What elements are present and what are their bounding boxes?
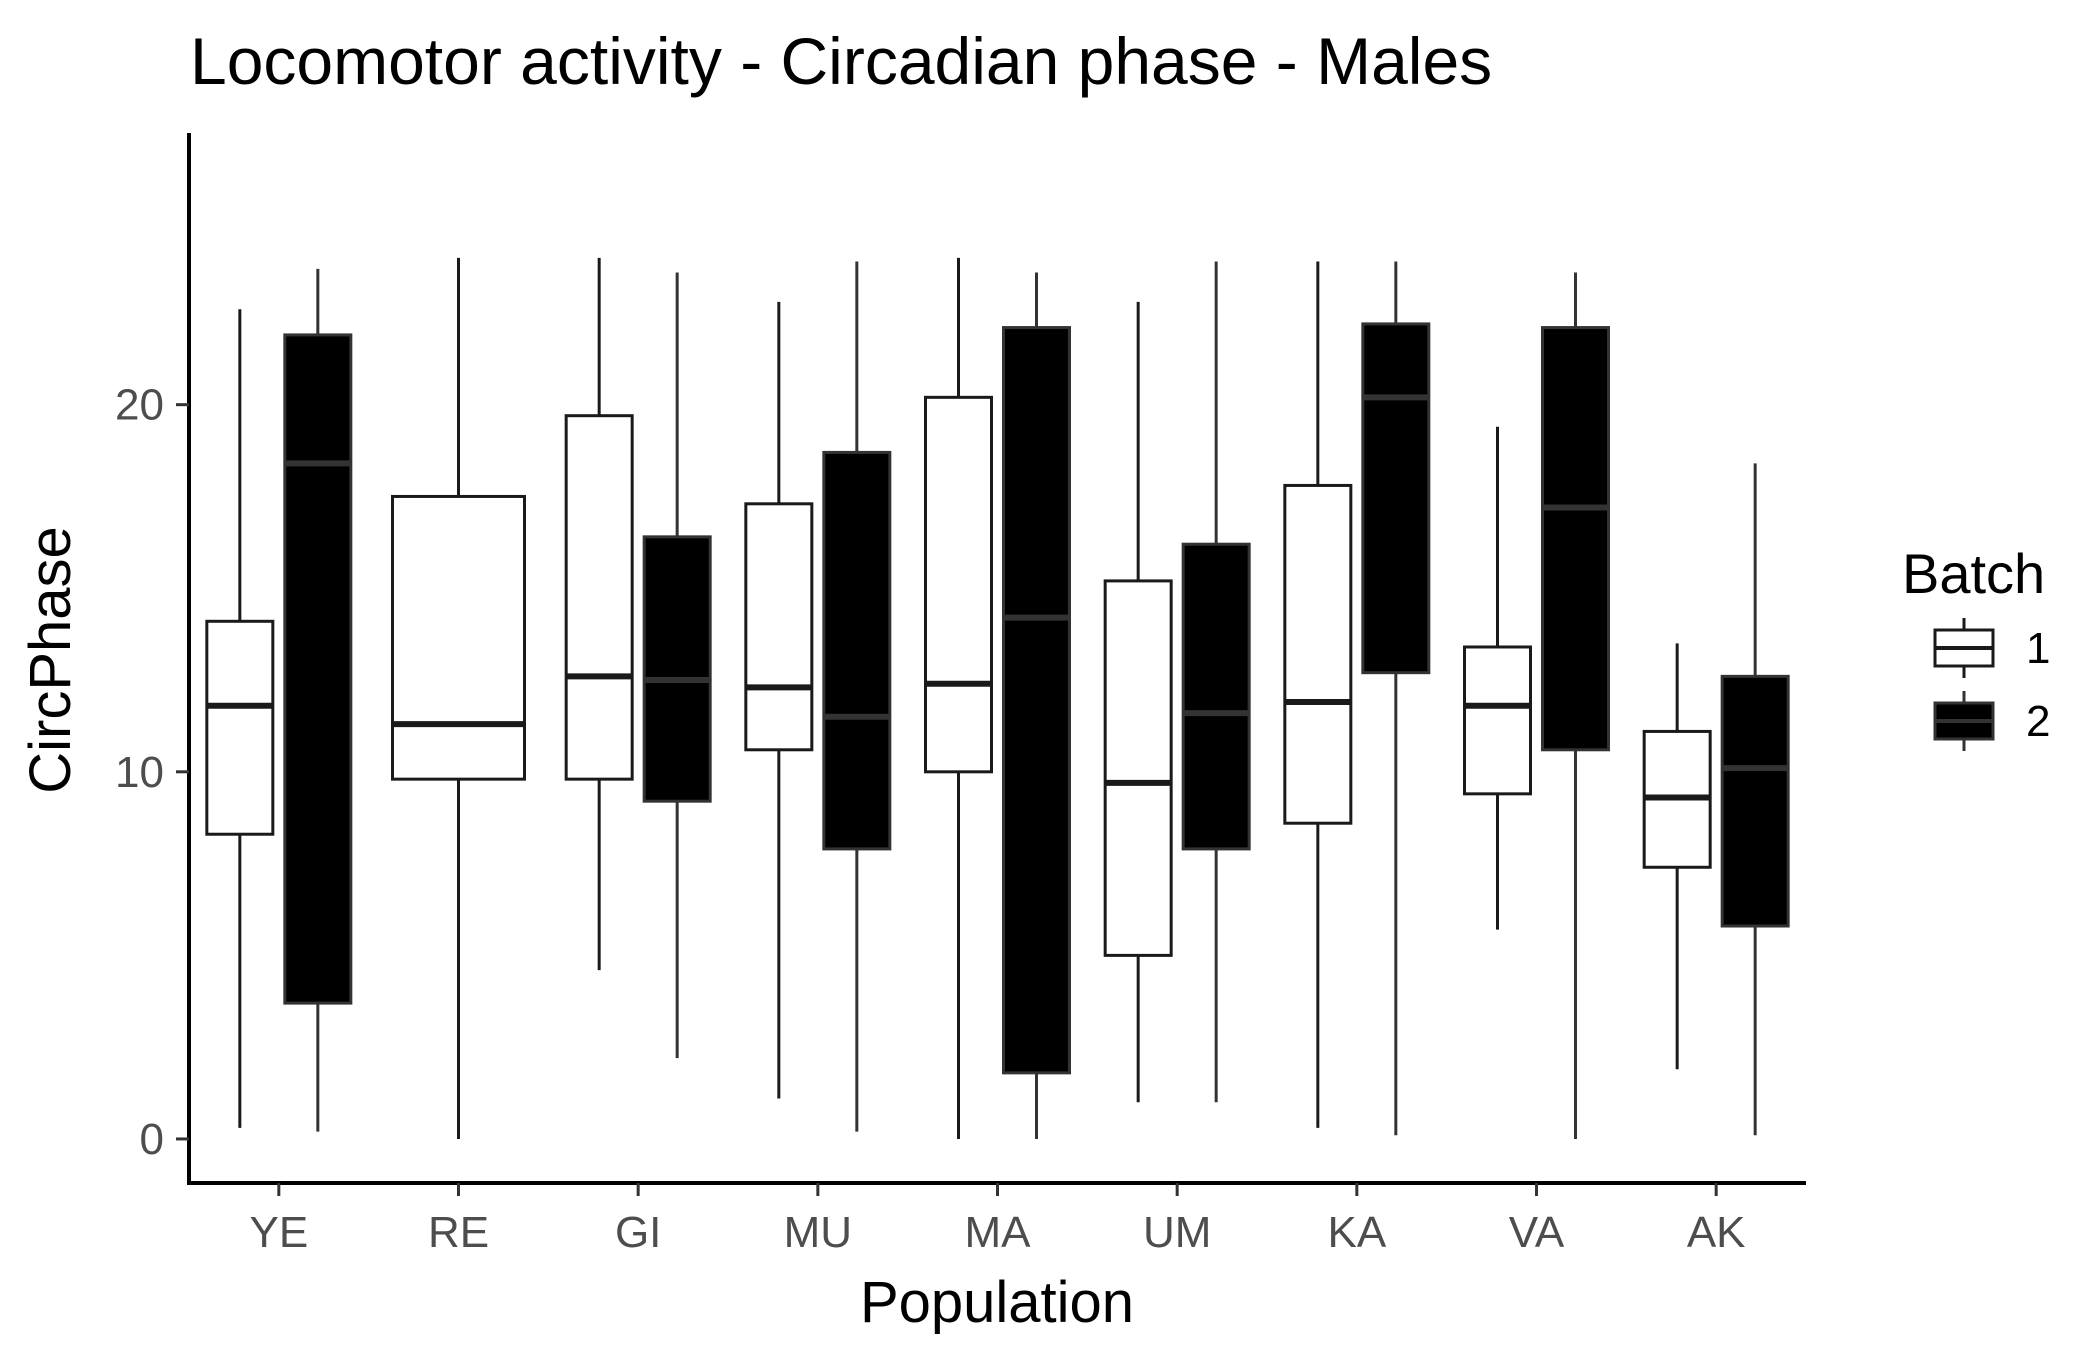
x-tick-label: MU bbox=[784, 1208, 852, 1257]
x-tick-label: VA bbox=[1509, 1208, 1565, 1257]
x-axis-ticks: YE RE GI MU MA UM KA VA AK bbox=[249, 1183, 1746, 1257]
x-tick-label: MA bbox=[965, 1208, 1032, 1257]
box-VA-batch-2 bbox=[1541, 272, 1610, 1139]
x-tick-label: UM bbox=[1143, 1208, 1211, 1257]
box-YE-batch-1 bbox=[205, 309, 275, 1128]
legend-label: 1 bbox=[2026, 624, 2050, 673]
box-iqr bbox=[1541, 326, 1610, 752]
box-iqr bbox=[1103, 579, 1173, 957]
box-YE-batch-2 bbox=[283, 268, 353, 1132]
legend-key-batch-2: 2 bbox=[1933, 691, 2050, 751]
box-UM-batch-2 bbox=[1181, 261, 1251, 1103]
box-iqr bbox=[205, 619, 275, 836]
x-tick-label: KA bbox=[1327, 1208, 1386, 1257]
box-KA-batch-2 bbox=[1361, 261, 1431, 1136]
box-VA-batch-1 bbox=[1463, 426, 1532, 930]
box-iqr bbox=[744, 502, 814, 752]
box-RE-batch-1 bbox=[391, 257, 526, 1139]
box-iqr bbox=[1002, 326, 1071, 1075]
box-AK-batch-1 bbox=[1642, 643, 1712, 1070]
box-iqr bbox=[391, 494, 526, 781]
y-axis-title: CircPhase bbox=[18, 526, 83, 794]
legend-label: 2 bbox=[2026, 697, 2050, 746]
chart-title: Locomotor activity - Circadian phase - M… bbox=[190, 24, 1492, 98]
box-iqr bbox=[924, 395, 993, 774]
plot-area bbox=[205, 257, 1790, 1139]
box-iqr bbox=[1181, 542, 1251, 851]
box-iqr bbox=[1361, 322, 1431, 675]
box-iqr bbox=[1720, 674, 1790, 928]
box-iqr bbox=[642, 535, 712, 803]
box-MU-batch-2 bbox=[822, 261, 892, 1132]
box-iqr bbox=[822, 450, 892, 851]
box-KA-batch-1 bbox=[1283, 261, 1353, 1128]
box-MA-batch-2 bbox=[1002, 272, 1071, 1139]
box-iqr bbox=[1463, 645, 1532, 796]
x-tick-label: YE bbox=[249, 1208, 308, 1257]
y-tick-label: 10 bbox=[115, 748, 164, 797]
box-UM-batch-1 bbox=[1103, 301, 1173, 1103]
y-tick-label: 20 bbox=[115, 381, 164, 430]
box-iqr bbox=[564, 414, 634, 781]
box-iqr bbox=[283, 333, 353, 1005]
legend-keys: 12 bbox=[1933, 618, 2050, 751]
legend: Batch 12 bbox=[1902, 542, 2050, 751]
x-tick-label: AK bbox=[1687, 1208, 1746, 1257]
box-MA-batch-1 bbox=[924, 257, 993, 1139]
y-tick-label: 0 bbox=[140, 1115, 164, 1164]
box-iqr bbox=[1283, 483, 1353, 825]
legend-key-batch-1: 1 bbox=[1933, 618, 2050, 678]
x-tick-label: RE bbox=[428, 1208, 489, 1257]
box-GI-batch-2 bbox=[642, 272, 712, 1059]
box-GI-batch-1 bbox=[564, 257, 634, 971]
x-axis-title: Population bbox=[860, 1270, 1134, 1335]
legend-title: Batch bbox=[1902, 542, 2045, 605]
y-axis-ticks: 0 10 20 bbox=[115, 381, 189, 1164]
x-tick-label: GI bbox=[615, 1208, 661, 1257]
box-AK-batch-2 bbox=[1720, 463, 1790, 1136]
box-MU-batch-1 bbox=[744, 301, 814, 1099]
